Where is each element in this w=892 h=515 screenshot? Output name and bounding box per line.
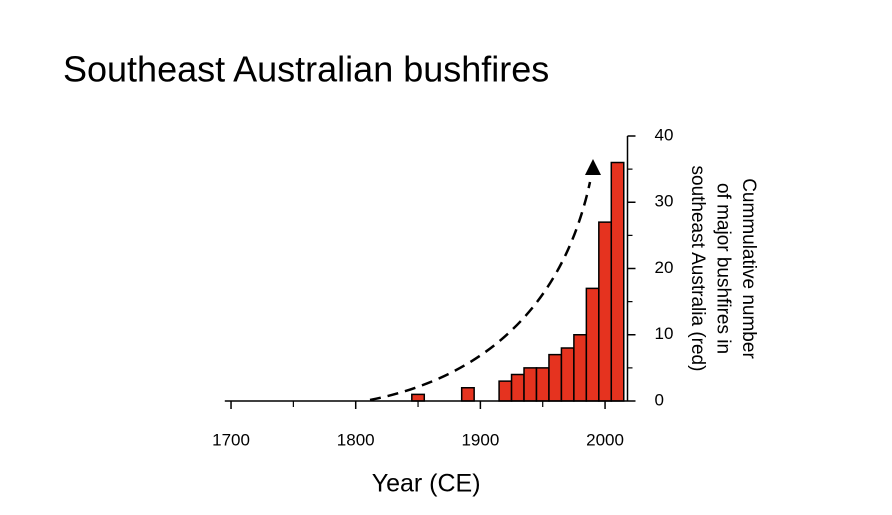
bar (460, 387, 475, 402)
y-tick-label: 40 (655, 125, 674, 144)
y-tick-label: 0 (655, 390, 664, 409)
bar (585, 287, 600, 402)
x-tick-label: 1700 (212, 430, 250, 449)
y-tick-label: 20 (655, 258, 674, 277)
bar (573, 334, 588, 402)
y-axis-title: Cummulative number (738, 178, 759, 359)
bar (610, 161, 625, 402)
bar (510, 373, 525, 402)
x-axis-title: Year (CE) (372, 470, 481, 498)
x-tick-label: 2000 (586, 430, 624, 449)
bar (498, 380, 513, 402)
y-axis-title: of major bushfires in (712, 183, 733, 354)
bar (560, 347, 575, 402)
x-tick-label: 1900 (461, 430, 499, 449)
bar (548, 353, 563, 402)
arrow-head (585, 159, 601, 175)
y-tick-label: 10 (655, 324, 674, 343)
x-tick-label: 1800 (337, 430, 375, 449)
y-axis-title: southeast Australia (red) (687, 166, 708, 372)
bar (523, 367, 538, 402)
bar (535, 367, 550, 402)
trend-arrow (369, 181, 592, 402)
bar (598, 221, 613, 402)
slide-title: Southeast Australian bushfires (63, 49, 549, 90)
y-tick-label: 30 (655, 192, 674, 211)
bar (411, 393, 426, 402)
